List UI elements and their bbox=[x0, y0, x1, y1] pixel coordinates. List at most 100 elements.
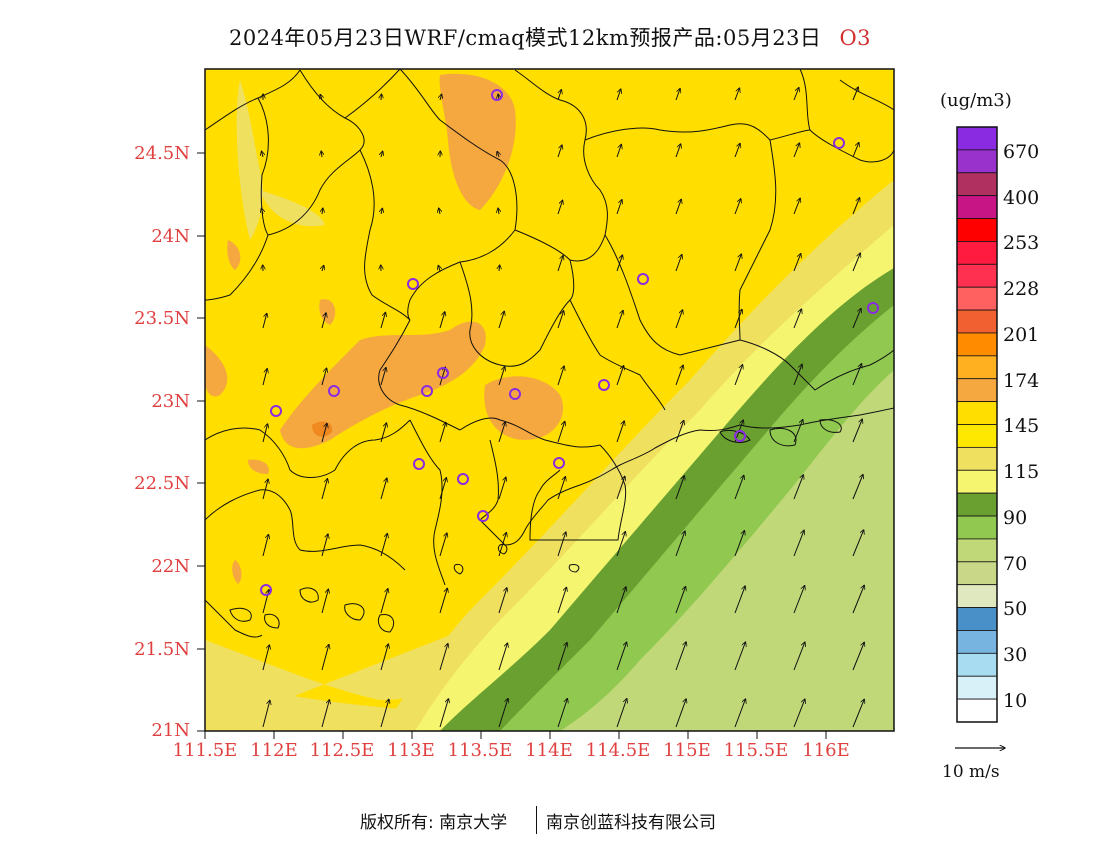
legend-label-174: 174 bbox=[1003, 370, 1040, 392]
wind-arrow bbox=[498, 588, 507, 614]
lat-label-21: 21N bbox=[151, 720, 190, 741]
species-label: O3 bbox=[839, 26, 872, 50]
wind-arrow bbox=[675, 476, 684, 500]
title-text: 2024年05月23日WRF/cmaq模式12km预报产品:05月23日 bbox=[228, 26, 822, 50]
station-marker bbox=[407, 278, 419, 290]
wind-arrow bbox=[852, 87, 858, 101]
station-marker bbox=[491, 89, 503, 101]
lon-label-114: 114E bbox=[525, 740, 573, 761]
wind-arrow bbox=[793, 586, 805, 614]
wind-arrow bbox=[498, 477, 506, 500]
wind-arrow bbox=[734, 475, 744, 500]
colorbar-swatch bbox=[956, 675, 998, 700]
wind-arrow bbox=[498, 643, 508, 671]
legend-label-201: 201 bbox=[1003, 324, 1040, 346]
station-marker bbox=[637, 273, 649, 285]
legend-label-400: 400 bbox=[1003, 187, 1040, 209]
wind-arrow bbox=[852, 419, 862, 443]
colorbar-swatch bbox=[956, 424, 998, 448]
wind-arrow bbox=[262, 534, 269, 557]
wind-arrow bbox=[912, 363, 921, 385]
wind-arrow bbox=[852, 642, 864, 671]
wind-arrow bbox=[852, 198, 860, 215]
wind-arrow bbox=[557, 699, 567, 728]
station-marker bbox=[833, 137, 845, 149]
station-marker bbox=[867, 302, 879, 314]
wind-arrow bbox=[380, 699, 389, 728]
colorbar-swatch bbox=[956, 630, 998, 654]
wind-arrow bbox=[498, 698, 508, 728]
wind-arrow bbox=[675, 255, 682, 272]
map-title: 2024年05月23日WRF/cmaq模式12km预报产品:05月23日 O3 bbox=[0, 22, 1100, 52]
colorbar-swatch bbox=[956, 218, 998, 242]
wind-arrow bbox=[498, 422, 505, 443]
concentration-field bbox=[205, 69, 894, 731]
wind-arrow bbox=[262, 479, 268, 500]
legend-label-228: 228 bbox=[1003, 278, 1040, 300]
wind-arrow bbox=[734, 586, 745, 614]
wind-arrow bbox=[675, 699, 686, 728]
wind-arrow bbox=[912, 642, 924, 670]
wind-arrow bbox=[321, 313, 326, 329]
colorbar-swatch bbox=[956, 401, 998, 425]
wind-arrow bbox=[498, 208, 499, 215]
wind-arrow bbox=[557, 90, 561, 101]
wind-arrow bbox=[675, 642, 686, 671]
colorbar-swatch bbox=[956, 172, 998, 197]
wind-arrow bbox=[675, 365, 683, 386]
wind-arrow bbox=[734, 531, 745, 557]
colorbar bbox=[956, 126, 998, 723]
wind-arrow bbox=[381, 208, 382, 215]
lon-label-115: 115E bbox=[663, 740, 711, 761]
footer-divider bbox=[536, 806, 537, 834]
colorbar-swatch bbox=[956, 149, 998, 174]
lat-label-23-5: 23.5N bbox=[134, 308, 190, 329]
wind-arrow bbox=[321, 479, 328, 500]
wind-arrow bbox=[734, 365, 743, 386]
footer-company: 南京创蓝科技有限公司 bbox=[546, 813, 716, 833]
legend-label-670: 670 bbox=[1003, 141, 1040, 163]
wind-arrow bbox=[734, 143, 740, 158]
wind-arrow bbox=[912, 142, 918, 157]
station-marker bbox=[270, 405, 282, 417]
wind-arrow bbox=[793, 143, 800, 158]
colorbar-swatch bbox=[956, 355, 998, 380]
wind-arrow bbox=[557, 145, 562, 158]
wind-arrow bbox=[616, 255, 623, 272]
wind-arrow bbox=[734, 309, 742, 329]
wind-arrow bbox=[321, 423, 327, 443]
wind-arrow bbox=[912, 308, 921, 328]
footer-copyright: 版权所有: 南京大学 bbox=[360, 813, 508, 833]
colorbar-swatch bbox=[956, 469, 998, 494]
wind-arrow bbox=[557, 256, 563, 272]
wind-arrow bbox=[734, 199, 741, 215]
colorbar-frame bbox=[956, 126, 998, 723]
wind-arrow bbox=[440, 94, 442, 101]
wind-arrow bbox=[793, 642, 805, 671]
wind-arrow bbox=[852, 142, 859, 158]
wind-arrow bbox=[675, 420, 684, 443]
legend-label-115: 115 bbox=[1003, 461, 1040, 483]
wind-arrow bbox=[439, 208, 440, 215]
wind-arrow bbox=[262, 313, 267, 329]
legend-label-50: 50 bbox=[1003, 598, 1028, 620]
colorbar-swatch bbox=[956, 584, 998, 608]
wind-arrow bbox=[675, 586, 686, 614]
wind-arrow bbox=[616, 144, 621, 158]
station-marker bbox=[598, 379, 610, 391]
wind-arrow bbox=[380, 644, 388, 671]
wind-arrow bbox=[381, 151, 383, 158]
wind-arrow bbox=[852, 530, 864, 557]
wind-arrow bbox=[793, 699, 805, 728]
colorbar-swatch bbox=[956, 378, 998, 403]
wind-arrow bbox=[380, 478, 387, 500]
wind-arrow bbox=[262, 369, 267, 386]
wind-arrow bbox=[380, 533, 387, 557]
colorbar-swatch bbox=[956, 561, 998, 586]
colorbar-swatch bbox=[956, 241, 998, 265]
wind-arrow bbox=[261, 208, 263, 215]
wind-arrow bbox=[616, 310, 623, 329]
wind-arrow bbox=[616, 699, 627, 728]
legend-label-10: 10 bbox=[1003, 690, 1028, 712]
